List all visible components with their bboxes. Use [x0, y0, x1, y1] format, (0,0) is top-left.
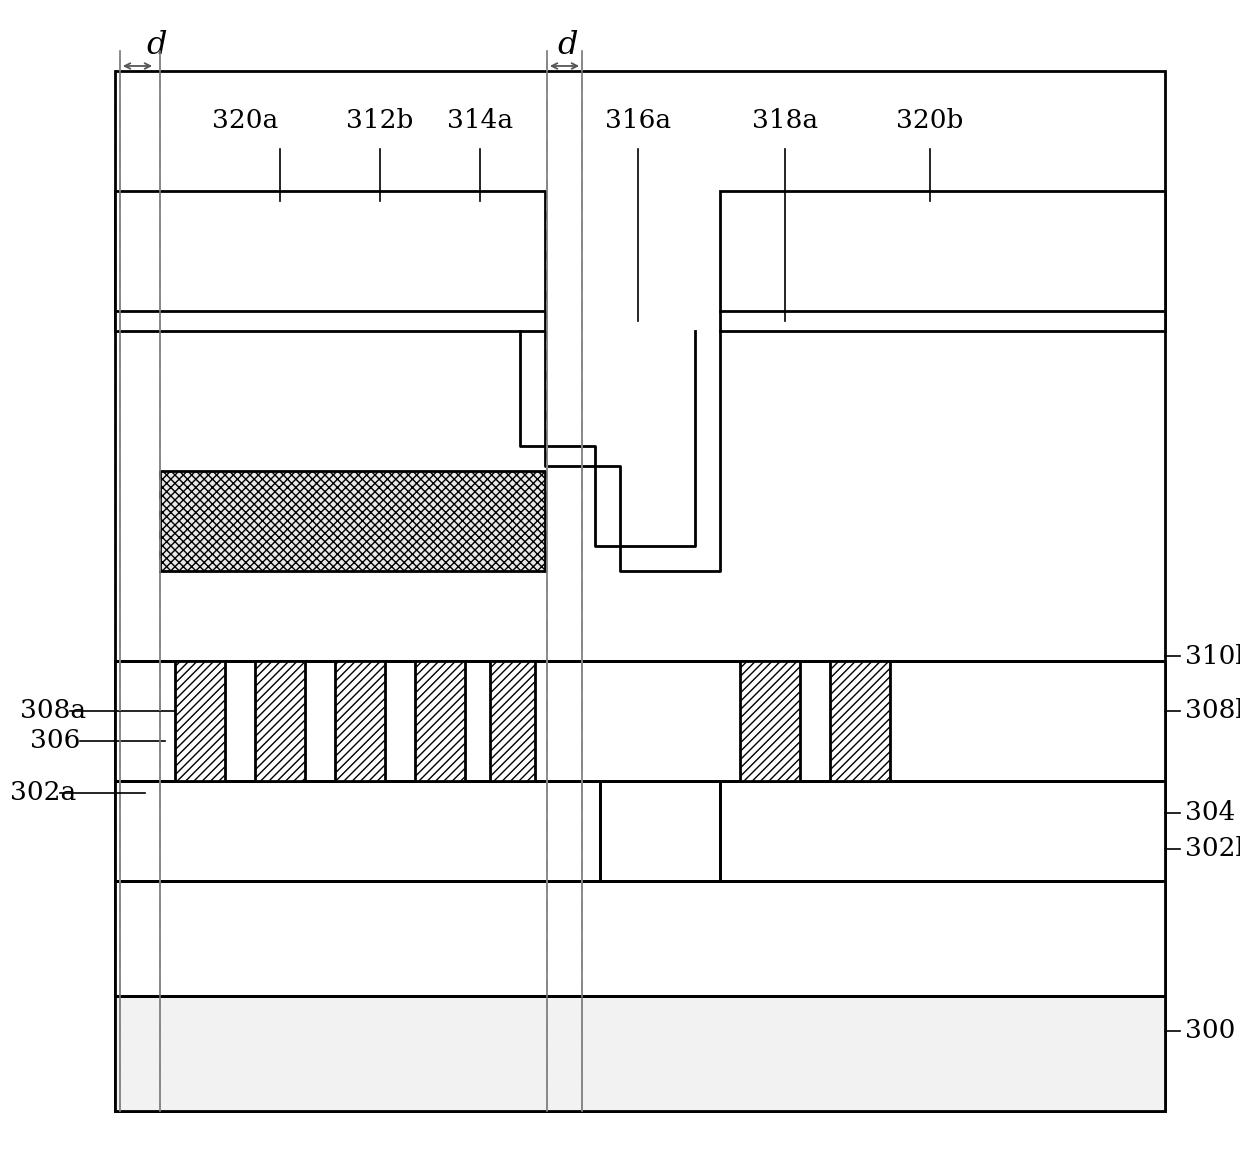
Text: 318a: 318a [751, 109, 818, 133]
Text: 310b: 310b [1185, 644, 1240, 669]
Bar [115, 71, 1166, 1111]
Text: 304: 304 [1185, 801, 1235, 826]
Bar [115, 660, 1166, 781]
Bar [740, 660, 800, 781]
Bar [115, 997, 1166, 1111]
Bar [415, 660, 465, 781]
Text: d: d [146, 30, 167, 62]
Text: 306: 306 [30, 728, 81, 753]
Text: 320a: 320a [212, 109, 278, 133]
Bar [115, 781, 1166, 881]
Text: 300: 300 [1185, 1019, 1235, 1043]
Text: 302a: 302a [10, 781, 76, 806]
Bar [830, 660, 890, 781]
Bar [115, 881, 1166, 997]
Bar [720, 191, 1166, 331]
Bar [335, 660, 384, 781]
Text: 308a: 308a [20, 698, 86, 724]
Bar [255, 660, 305, 781]
Bar [175, 660, 224, 781]
Text: 316a: 316a [605, 109, 671, 133]
Bar [160, 471, 546, 571]
Bar [490, 660, 534, 781]
Text: 320b: 320b [897, 109, 963, 133]
Bar [115, 191, 546, 331]
Text: 314a: 314a [446, 109, 513, 133]
Text: d: d [558, 30, 578, 62]
Text: 312b: 312b [346, 109, 414, 133]
Text: 308b: 308b [1185, 698, 1240, 724]
Text: 302b: 302b [1185, 836, 1240, 862]
